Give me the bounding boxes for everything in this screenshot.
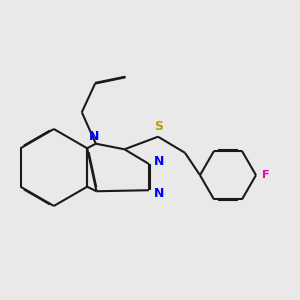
- Text: S: S: [154, 120, 163, 134]
- Text: F: F: [262, 170, 270, 180]
- Text: N: N: [89, 130, 99, 142]
- Text: N: N: [154, 155, 165, 168]
- Text: N: N: [154, 187, 165, 200]
